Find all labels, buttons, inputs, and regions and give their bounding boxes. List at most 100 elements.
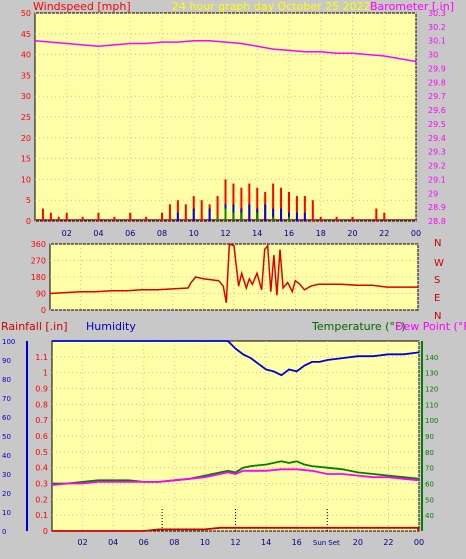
rain-humidity-temp-x-axis: 02 04 06 08 10 12 14 16 20 22 00 Sun Set [77, 538, 424, 547]
humidity-line [52, 340, 420, 377]
direction-tick-label: 0 [41, 306, 46, 315]
compass-label: N [434, 311, 441, 322]
rainfall-tick-label: 0 [43, 527, 48, 536]
windspeed-tick-label: 0 [26, 217, 31, 226]
barometer-tick-label: 29.7 [428, 92, 446, 101]
humidity-tick-label: 30 [2, 471, 11, 479]
rainfall-tick-label: 0.3 [35, 480, 48, 489]
temperature-tick-label: 130 [425, 370, 438, 378]
rainfall-label: Rainfall [.in] [1, 320, 68, 333]
barometer-tick-label: 28.8 [428, 217, 446, 226]
x-tick-label: 20 [347, 229, 357, 238]
rainfall-tick-label: 0.6 [35, 432, 48, 441]
x-tick-label: 22 [379, 229, 389, 238]
x-tick-label: 08 [157, 229, 167, 238]
direction-axis: 0 90 180 270 360 [31, 240, 46, 315]
windspeed-tick-label: 15 [21, 155, 31, 164]
rainfall-tick-label: 0.1 [35, 511, 48, 520]
temperature-tick-label: 100 [425, 417, 438, 425]
barometer-tick-label: 29.6 [428, 106, 446, 115]
x-tick-label: 18 [316, 229, 326, 238]
humidity-tick-label: 10 [2, 509, 11, 517]
barometer-tick-label: 29.3 [428, 148, 446, 157]
wind-direction-series [49, 242, 418, 303]
temperature-tick-label: 50 [425, 496, 434, 504]
x-tick-label: 10 [200, 538, 210, 547]
temperature-tick-label: 80 [425, 449, 434, 457]
barometer-line [34, 39, 417, 63]
humidity-tick-label: 60 [2, 414, 11, 422]
windspeed-tick-label: 35 [21, 71, 31, 80]
temperature-axis: 40 50 60 70 80 90 100 110 120 130 140 [421, 341, 438, 531]
humidity-tick-label: 70 [2, 395, 11, 403]
rainfall-tick-label: 1 [43, 369, 48, 378]
windspeed-tick-label: 10 [21, 175, 31, 184]
barometer-tick-label: 29.4 [428, 134, 446, 143]
direction-tick-label: 180 [31, 273, 46, 282]
rain-humidity-temp-plot-area [51, 340, 420, 532]
x-tick-label: 22 [383, 538, 393, 547]
barometer-tick-label: 29.2 [428, 162, 446, 171]
barometer-tick-label: 29 [428, 189, 438, 198]
barometer-tick-label: 30.1 [428, 37, 446, 46]
x-tick-label: 12 [230, 538, 240, 547]
humidity-label: Humidity [86, 320, 136, 333]
barometer-tick-label: 29.9 [428, 64, 446, 73]
compass-label: E [434, 293, 440, 304]
windspeed-tick-label: 25 [21, 113, 31, 122]
temperature-tick-label: 90 [425, 433, 434, 441]
dewpoint-line [51, 468, 420, 486]
temperature-tick-label: 140 [425, 354, 438, 362]
humidity-tick-label: 90 [2, 357, 11, 365]
temperature-line [52, 460, 420, 485]
x-tick-label: 14 [252, 229, 262, 238]
windspeed-tick-label: 45 [21, 30, 31, 39]
rain-humidity-axes: 0 0.1 0.2 0.3 0.4 0.5 0.6 0.7 0.8 0.9 1 1.1 0 10 20 30 4… [2, 338, 48, 536]
x-tick-label: 06 [125, 229, 135, 238]
x-tick-label: 16 [284, 229, 294, 238]
x-tick-label: 02 [77, 538, 87, 547]
x-tick-label: 02 [62, 229, 72, 238]
compass-label: W [434, 258, 444, 269]
rainfall-tick-label: 0.4 [35, 464, 48, 473]
rainfall-tick-label: 0.9 [35, 385, 48, 394]
temperature-tick-label: 120 [425, 386, 438, 394]
humidity-tick-label: 80 [2, 376, 11, 384]
sunset-label: Set [328, 539, 340, 547]
rainfall-tick-label: 0.5 [35, 448, 48, 457]
temperature-label: Temperature (°F) [311, 320, 406, 333]
rain-humidity-temp-series [51, 340, 420, 532]
windspeed-tick-label: 20 [21, 134, 31, 143]
wind-direction-grid [50, 243, 419, 311]
x-tick-label: 14 [261, 538, 271, 547]
dewpoint-label: Dew Point (°F) [395, 320, 466, 333]
x-tick-label: 10 [189, 229, 199, 238]
temperature-tick-label: 110 [425, 401, 438, 409]
rainfall-tick-label: 0.8 [35, 400, 48, 409]
humidity-tick-label: 40 [2, 452, 11, 460]
rain-line [52, 526, 420, 532]
x-tick-label: 12 [220, 229, 230, 238]
graph-title: 24 hour graph day October 25 2022 [172, 0, 371, 13]
humidity-tick-label: 0 [2, 528, 6, 536]
direction-tick-label: 90 [36, 290, 46, 299]
barometer-tick-label: 30.3 [428, 9, 446, 18]
barometer-tick-label: 28.9 [428, 203, 446, 212]
barometer-axis: 28.8 28.9 29 29.1 29.2 29.3 29.4 29.5 29.6 29.7 29… [428, 9, 446, 226]
x-tick-label: 20 [353, 538, 363, 547]
windspeed-tick-label: 5 [26, 196, 31, 205]
wind-barometer-grid [35, 12, 417, 222]
x-tick-label: 08 [169, 538, 179, 547]
barometer-label: Barometer [.in] [370, 0, 454, 13]
x-tick-label: 04 [93, 229, 103, 238]
direction-tick-label: 270 [31, 257, 46, 266]
direction-tick-label: 360 [31, 240, 46, 249]
rainfall-tick-label: 0.7 [35, 416, 48, 425]
humidity-tick-label: 100 [2, 338, 15, 346]
barometer-tick-label: 29.1 [428, 175, 446, 184]
humidity-tick-label: 20 [2, 490, 11, 498]
barometer-tick-label: 30.2 [428, 23, 446, 32]
